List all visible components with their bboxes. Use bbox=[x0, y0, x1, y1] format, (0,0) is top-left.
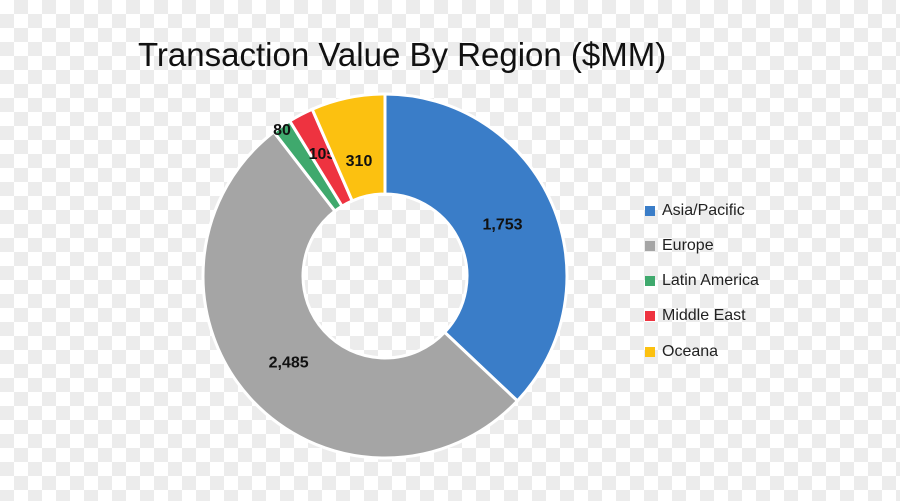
legend-item-middle-east: Middle East bbox=[645, 299, 759, 334]
data-label-oceana: 310 bbox=[346, 153, 373, 170]
legend-swatch bbox=[645, 276, 655, 287]
legend-swatch bbox=[645, 205, 655, 216]
legend-item-asia-pacific: Asia/Pacific bbox=[645, 193, 759, 228]
data-label-europe: 2,485 bbox=[269, 354, 309, 371]
data-label-latin-america: 80 bbox=[273, 122, 291, 139]
legend-label: Asia/Pacific bbox=[662, 201, 745, 219]
legend-label: Middle East bbox=[662, 307, 746, 325]
legend-swatch bbox=[645, 346, 655, 357]
legend-label: Latin America bbox=[662, 272, 759, 290]
legend-label: Europe bbox=[662, 236, 714, 254]
legend-item-latin-america: Latin America bbox=[645, 264, 759, 299]
data-label-asia-pacific: 1,753 bbox=[483, 217, 523, 234]
legend-swatch bbox=[645, 240, 655, 251]
slice-europe bbox=[201, 129, 520, 460]
slice-oceana bbox=[310, 92, 387, 203]
legend-item-europe: Europe bbox=[645, 228, 759, 263]
legend-label: Oceana bbox=[662, 342, 719, 360]
chart-title: Transaction Value By Region ($MM) bbox=[138, 36, 667, 73]
slice-asia-pacific bbox=[383, 92, 569, 404]
chart-legend: Asia/Pacific Europe Latin America Middle Ea… bbox=[645, 193, 759, 369]
legend-swatch bbox=[645, 311, 655, 322]
legend-item-oceana: Oceana bbox=[645, 334, 759, 369]
